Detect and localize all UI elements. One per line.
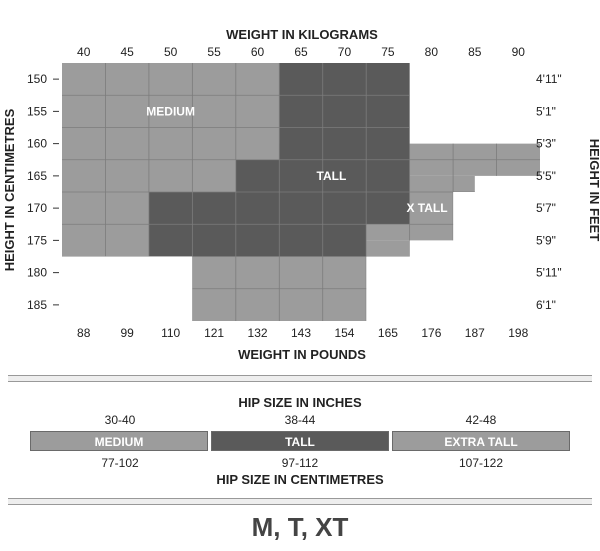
tick-cm-180: 180: [27, 266, 47, 280]
title-height-cm: HEIGHT IN CENTIMETRES: [2, 108, 17, 271]
tick-cm-185: 185: [27, 298, 47, 312]
title-weight-kg: WEIGHT IN KILOGRAMS: [226, 27, 378, 42]
tick-kg-75: 75: [381, 45, 395, 59]
tick-lbs-143: 143: [291, 326, 311, 340]
hip-cm-medium: 77-102: [101, 456, 139, 470]
tick-cm-160: 160: [27, 137, 47, 151]
tick-ft-0: 4'11": [536, 72, 562, 86]
hip-inches-tall: 38-44: [284, 413, 316, 427]
tick-kg-45: 45: [121, 45, 135, 59]
zone-x-tall-cell-2: [453, 175, 475, 192]
tick-lbs-198: 198: [508, 326, 528, 340]
tick-ft-3: 5'5": [536, 169, 556, 183]
tick-kg-40: 40: [77, 45, 91, 59]
zone-x-tall-cell-1: [409, 175, 454, 225]
tick-kg-65: 65: [294, 45, 308, 59]
tick-lbs-88: 88: [77, 326, 91, 340]
hip-title-inches: HIP SIZE IN INCHES: [238, 395, 362, 410]
tick-lbs-187: 187: [465, 326, 485, 340]
hip-bar-medium: MEDIUM: [30, 431, 208, 451]
zone-tall-cell-1: [235, 159, 280, 192]
hip-title-cm: HIP SIZE IN CENTIMETRES: [216, 472, 384, 487]
tick-ft-6: 5'11": [536, 266, 562, 280]
tick-lbs-165: 165: [378, 326, 398, 340]
tick-cm-175: 175: [27, 233, 47, 247]
tick-kg-90: 90: [512, 45, 526, 59]
size-codes: M, T, XT: [251, 512, 349, 542]
title-height-ft: HEIGHT IN FEET: [587, 139, 600, 242]
hip-bar-tall: TALL: [211, 431, 389, 451]
zone-label-medium: MEDIUM: [146, 104, 195, 118]
tick-cm-155: 155: [27, 104, 47, 118]
zone-x-tall-cell-4: [366, 240, 410, 257]
tick-lbs-176: 176: [421, 326, 441, 340]
zone-label-tall: TALL: [317, 169, 347, 183]
tick-ft-2: 5'3": [536, 137, 556, 151]
hip-cm-tall: 97-112: [281, 456, 319, 470]
tick-cm-150: 150: [27, 72, 47, 86]
tick-cm-165: 165: [27, 169, 47, 183]
tick-ft-1: 5'1": [536, 104, 556, 118]
tick-kg-55: 55: [207, 45, 221, 59]
tick-lbs-132: 132: [248, 326, 268, 340]
zone-tall-cell-3: [366, 192, 410, 225]
zone-medium-cell-3: [235, 143, 280, 160]
zone-label-x-tall: X TALL: [406, 201, 447, 215]
tick-lbs-99: 99: [121, 326, 135, 340]
divider-top: [8, 375, 592, 382]
hip-inches-extra-tall: 42-48: [465, 413, 497, 427]
divider-bottom: [8, 498, 592, 505]
tick-kg-70: 70: [338, 45, 352, 59]
hip-bar-extra-tall: EXTRA TALL: [392, 431, 570, 451]
tick-ft-4: 5'7": [536, 201, 556, 215]
tick-ft-5: 5'9": [536, 233, 556, 247]
tick-lbs-154: 154: [334, 326, 354, 340]
hip-inches-medium: 30-40: [104, 413, 136, 427]
tick-kg-80: 80: [425, 45, 439, 59]
tick-kg-85: 85: [468, 45, 482, 59]
tick-kg-60: 60: [251, 45, 265, 59]
size-chart: WEIGHT IN KILOGRAMS WEIGHT IN POUNDS HEI…: [2, 27, 600, 362]
tick-kg-50: 50: [164, 45, 178, 59]
tick-cm-170: 170: [27, 201, 47, 215]
hip-cm-extra-tall: 107-122: [458, 456, 504, 470]
tick-lbs-121: 121: [204, 326, 224, 340]
tick-ft-7: 6'1": [536, 298, 556, 312]
title-weight-lbs: WEIGHT IN POUNDS: [238, 347, 366, 362]
tick-lbs-110: 110: [161, 326, 180, 340]
